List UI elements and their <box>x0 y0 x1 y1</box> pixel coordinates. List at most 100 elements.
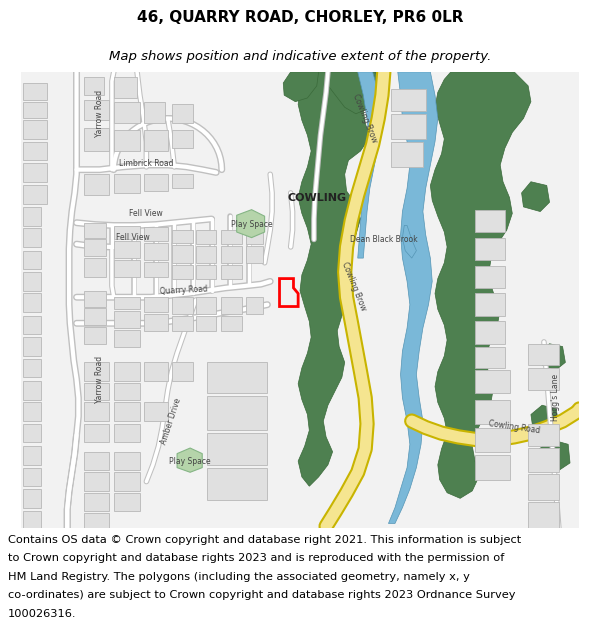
Polygon shape <box>23 381 41 399</box>
Polygon shape <box>23 338 41 356</box>
Polygon shape <box>528 368 559 391</box>
Polygon shape <box>246 298 263 314</box>
Text: HM Land Registry. The polygons (including the associated geometry, namely x, y: HM Land Registry. The polygons (includin… <box>8 572 470 582</box>
Polygon shape <box>84 127 109 151</box>
Polygon shape <box>84 402 109 421</box>
Polygon shape <box>475 456 509 480</box>
Polygon shape <box>246 230 263 244</box>
Polygon shape <box>391 142 423 167</box>
Polygon shape <box>114 298 140 309</box>
Polygon shape <box>298 72 384 486</box>
Polygon shape <box>143 362 168 381</box>
Polygon shape <box>475 428 509 452</box>
Polygon shape <box>23 359 41 378</box>
Polygon shape <box>114 102 140 123</box>
Polygon shape <box>114 226 140 239</box>
Polygon shape <box>84 76 104 95</box>
Polygon shape <box>207 433 268 465</box>
Polygon shape <box>114 424 140 442</box>
Polygon shape <box>84 222 106 238</box>
Polygon shape <box>221 316 242 331</box>
Polygon shape <box>528 344 559 365</box>
Polygon shape <box>172 129 193 148</box>
Polygon shape <box>391 89 426 111</box>
Polygon shape <box>84 452 109 471</box>
Polygon shape <box>114 330 140 346</box>
Polygon shape <box>84 327 106 344</box>
Text: Play Space: Play Space <box>169 457 211 466</box>
Polygon shape <box>172 362 193 381</box>
Text: co-ordinates) are subject to Crown copyright and database rights 2023 Ordnance S: co-ordinates) are subject to Crown copyr… <box>8 590 515 600</box>
Text: Cowling Brow: Cowling Brow <box>351 92 379 144</box>
Polygon shape <box>23 102 47 118</box>
Polygon shape <box>23 83 47 100</box>
Polygon shape <box>475 399 509 424</box>
Polygon shape <box>221 298 242 314</box>
Text: Dean Black Brook: Dean Black Brook <box>350 235 418 244</box>
Polygon shape <box>196 298 216 314</box>
Polygon shape <box>236 209 265 238</box>
Text: Contains OS data © Crown copyright and database right 2021. This information is : Contains OS data © Crown copyright and d… <box>8 535 521 545</box>
Polygon shape <box>172 174 193 188</box>
Polygon shape <box>207 396 268 431</box>
Polygon shape <box>172 298 193 314</box>
Text: Cowling Road: Cowling Road <box>488 419 541 436</box>
Polygon shape <box>114 174 140 193</box>
Polygon shape <box>388 72 438 524</box>
Polygon shape <box>540 344 565 370</box>
Polygon shape <box>207 468 268 500</box>
Text: Play Space: Play Space <box>231 220 272 229</box>
Polygon shape <box>528 448 559 472</box>
Polygon shape <box>172 230 193 243</box>
Polygon shape <box>528 424 559 446</box>
Polygon shape <box>475 294 505 316</box>
Polygon shape <box>536 439 570 472</box>
Polygon shape <box>114 311 140 328</box>
Polygon shape <box>143 262 168 277</box>
Polygon shape <box>114 76 137 98</box>
Polygon shape <box>196 264 216 279</box>
Polygon shape <box>114 402 140 421</box>
Text: Quarry Road: Quarry Road <box>160 285 208 296</box>
Polygon shape <box>114 129 140 151</box>
Polygon shape <box>521 182 550 211</box>
Polygon shape <box>221 246 242 262</box>
Polygon shape <box>246 246 263 262</box>
Text: 46, QUARRY ROAD, CHORLEY, PR6 0LR: 46, QUARRY ROAD, CHORLEY, PR6 0LR <box>137 11 463 26</box>
Polygon shape <box>23 402 41 421</box>
Polygon shape <box>196 230 216 244</box>
Polygon shape <box>23 207 41 226</box>
Polygon shape <box>23 294 41 312</box>
Text: Fell View: Fell View <box>116 233 149 242</box>
Polygon shape <box>23 163 47 182</box>
Text: COWLING: COWLING <box>287 192 346 202</box>
Polygon shape <box>23 446 41 465</box>
Polygon shape <box>196 316 216 331</box>
Polygon shape <box>143 129 168 151</box>
Polygon shape <box>84 239 106 256</box>
Polygon shape <box>114 260 140 277</box>
Polygon shape <box>207 362 268 393</box>
Text: Map shows position and indicative extent of the property.: Map shows position and indicative extent… <box>109 49 491 62</box>
Text: Yarrow Road: Yarrow Road <box>95 90 104 138</box>
Text: Limbrick Road: Limbrick Road <box>119 159 173 168</box>
Text: to Crown copyright and database rights 2023 and is reproduced with the permissio: to Crown copyright and database rights 2… <box>8 553 504 563</box>
Polygon shape <box>84 513 109 528</box>
Polygon shape <box>84 308 106 325</box>
Polygon shape <box>172 245 193 262</box>
Polygon shape <box>221 264 242 279</box>
Polygon shape <box>143 402 168 421</box>
Polygon shape <box>430 72 531 498</box>
Polygon shape <box>172 316 193 331</box>
Polygon shape <box>403 226 416 258</box>
Polygon shape <box>143 243 168 260</box>
Text: Amber Drive: Amber Drive <box>160 397 183 446</box>
Text: Cowling Brow: Cowling Brow <box>340 260 368 312</box>
Polygon shape <box>84 258 106 277</box>
Polygon shape <box>172 264 193 279</box>
Polygon shape <box>358 72 382 258</box>
Text: Hogg's Lane: Hogg's Lane <box>551 374 560 421</box>
Polygon shape <box>326 72 386 114</box>
Text: Yarrow Road: Yarrow Road <box>95 356 104 402</box>
Polygon shape <box>84 362 109 381</box>
